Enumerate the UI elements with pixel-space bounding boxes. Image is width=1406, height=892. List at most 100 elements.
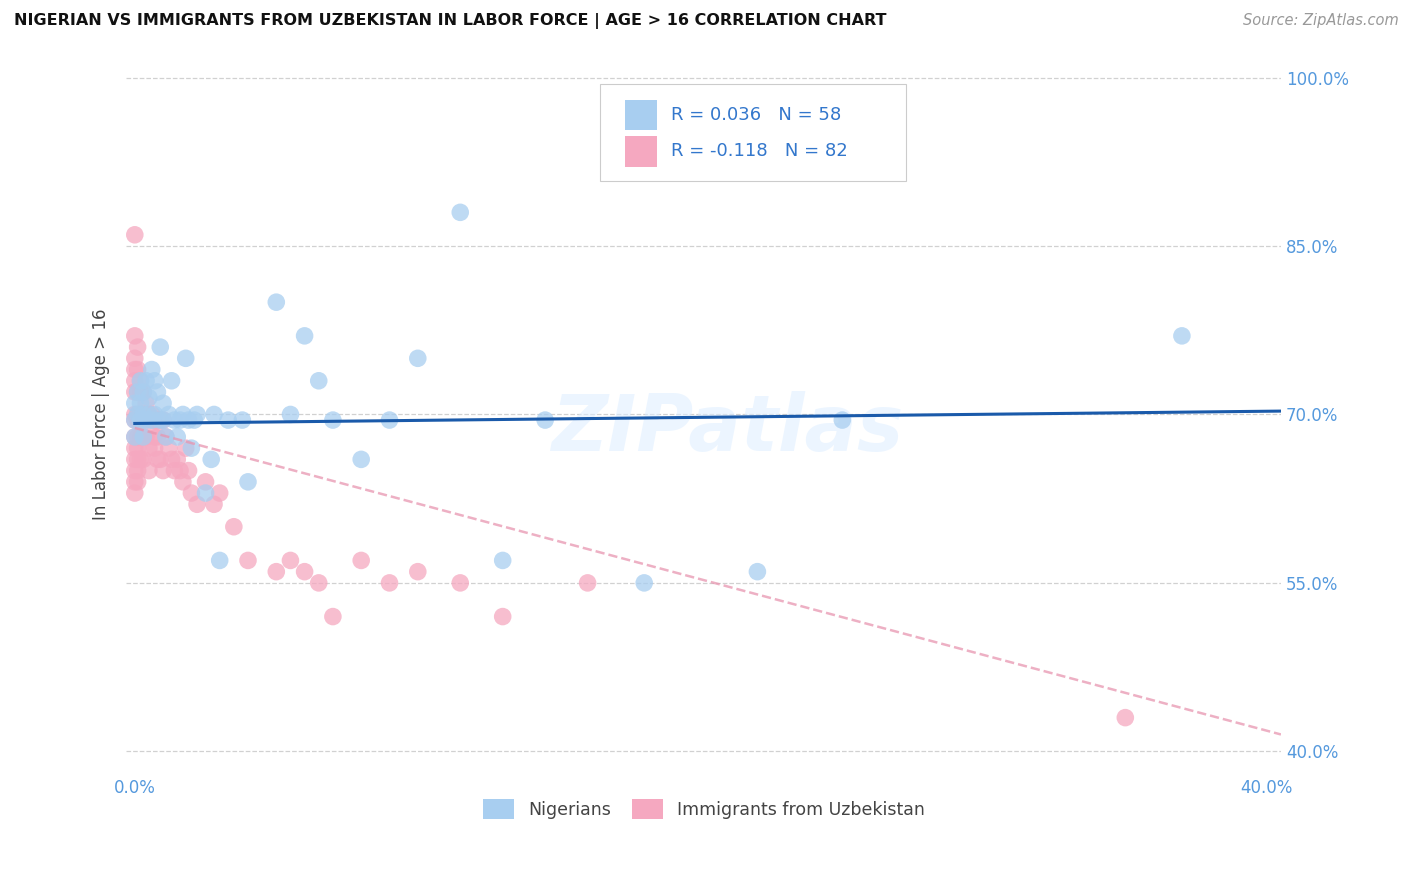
Point bbox=[138, 464, 160, 478]
Point bbox=[124, 384, 146, 399]
FancyBboxPatch shape bbox=[626, 136, 658, 167]
Point bbox=[143, 413, 166, 427]
Point bbox=[169, 413, 191, 427]
Point bbox=[194, 475, 217, 489]
Point bbox=[160, 452, 183, 467]
Point bbox=[127, 384, 149, 399]
Text: Source: ZipAtlas.com: Source: ZipAtlas.com bbox=[1243, 13, 1399, 29]
Point bbox=[280, 553, 302, 567]
Point bbox=[129, 430, 152, 444]
Legend: Nigerians, Immigrants from Uzbekistan: Nigerians, Immigrants from Uzbekistan bbox=[475, 792, 932, 826]
Point bbox=[322, 413, 344, 427]
Point bbox=[129, 452, 152, 467]
Point bbox=[124, 430, 146, 444]
Point bbox=[155, 430, 177, 444]
Point bbox=[194, 486, 217, 500]
Point bbox=[266, 565, 288, 579]
Point bbox=[1114, 711, 1136, 725]
Point bbox=[831, 413, 853, 427]
Point bbox=[174, 351, 197, 366]
Point bbox=[135, 374, 157, 388]
Point bbox=[138, 441, 160, 455]
Point bbox=[308, 575, 330, 590]
Point bbox=[322, 609, 344, 624]
Point bbox=[406, 351, 429, 366]
Point bbox=[146, 413, 169, 427]
Point bbox=[124, 227, 146, 242]
Point bbox=[231, 413, 253, 427]
Point bbox=[149, 413, 172, 427]
Point bbox=[378, 413, 401, 427]
Point bbox=[217, 413, 239, 427]
Point bbox=[124, 408, 146, 422]
Point bbox=[350, 553, 373, 567]
Point bbox=[129, 408, 152, 422]
Point bbox=[449, 575, 471, 590]
Point bbox=[350, 452, 373, 467]
Point bbox=[127, 408, 149, 422]
Point bbox=[129, 374, 152, 388]
Point bbox=[129, 413, 152, 427]
Text: R = 0.036   N = 58: R = 0.036 N = 58 bbox=[671, 106, 842, 124]
Point bbox=[124, 329, 146, 343]
Point bbox=[124, 464, 146, 478]
Point bbox=[132, 408, 155, 422]
Point bbox=[174, 441, 197, 455]
Point bbox=[146, 452, 169, 467]
Point bbox=[138, 408, 160, 422]
Point bbox=[138, 408, 160, 422]
Point bbox=[132, 452, 155, 467]
Point bbox=[294, 329, 316, 343]
Point bbox=[141, 408, 163, 422]
FancyBboxPatch shape bbox=[600, 84, 905, 181]
Point bbox=[141, 413, 163, 427]
Point bbox=[183, 413, 205, 427]
Point bbox=[132, 384, 155, 399]
Point bbox=[127, 362, 149, 376]
Point bbox=[202, 497, 225, 511]
Point bbox=[132, 430, 155, 444]
Point bbox=[208, 486, 231, 500]
Point bbox=[633, 575, 655, 590]
Point bbox=[236, 475, 259, 489]
Point bbox=[132, 408, 155, 422]
Point bbox=[141, 413, 163, 427]
Point bbox=[747, 565, 769, 579]
Point bbox=[177, 413, 200, 427]
Point bbox=[180, 486, 202, 500]
Point bbox=[576, 575, 599, 590]
Point bbox=[127, 340, 149, 354]
Point bbox=[449, 205, 471, 219]
Point bbox=[280, 408, 302, 422]
Point bbox=[129, 374, 152, 388]
Point bbox=[124, 475, 146, 489]
Point bbox=[143, 441, 166, 455]
Point bbox=[406, 565, 429, 579]
Point bbox=[135, 396, 157, 410]
Point bbox=[132, 430, 155, 444]
Point bbox=[138, 391, 160, 405]
Point bbox=[294, 565, 316, 579]
Point bbox=[124, 441, 146, 455]
Point bbox=[492, 553, 515, 567]
Point bbox=[208, 553, 231, 567]
Point bbox=[166, 430, 188, 444]
Point bbox=[129, 396, 152, 410]
Point bbox=[200, 452, 222, 467]
Point bbox=[152, 464, 174, 478]
Point bbox=[149, 452, 172, 467]
Point bbox=[177, 464, 200, 478]
Point bbox=[152, 396, 174, 410]
Point bbox=[534, 413, 557, 427]
Point bbox=[124, 374, 146, 388]
Point bbox=[127, 384, 149, 399]
Point bbox=[141, 362, 163, 376]
Point bbox=[124, 430, 146, 444]
Point bbox=[143, 430, 166, 444]
Point bbox=[236, 553, 259, 567]
Point bbox=[129, 384, 152, 399]
Point bbox=[127, 408, 149, 422]
Point bbox=[129, 413, 152, 427]
Point bbox=[143, 408, 166, 422]
Point bbox=[202, 408, 225, 422]
